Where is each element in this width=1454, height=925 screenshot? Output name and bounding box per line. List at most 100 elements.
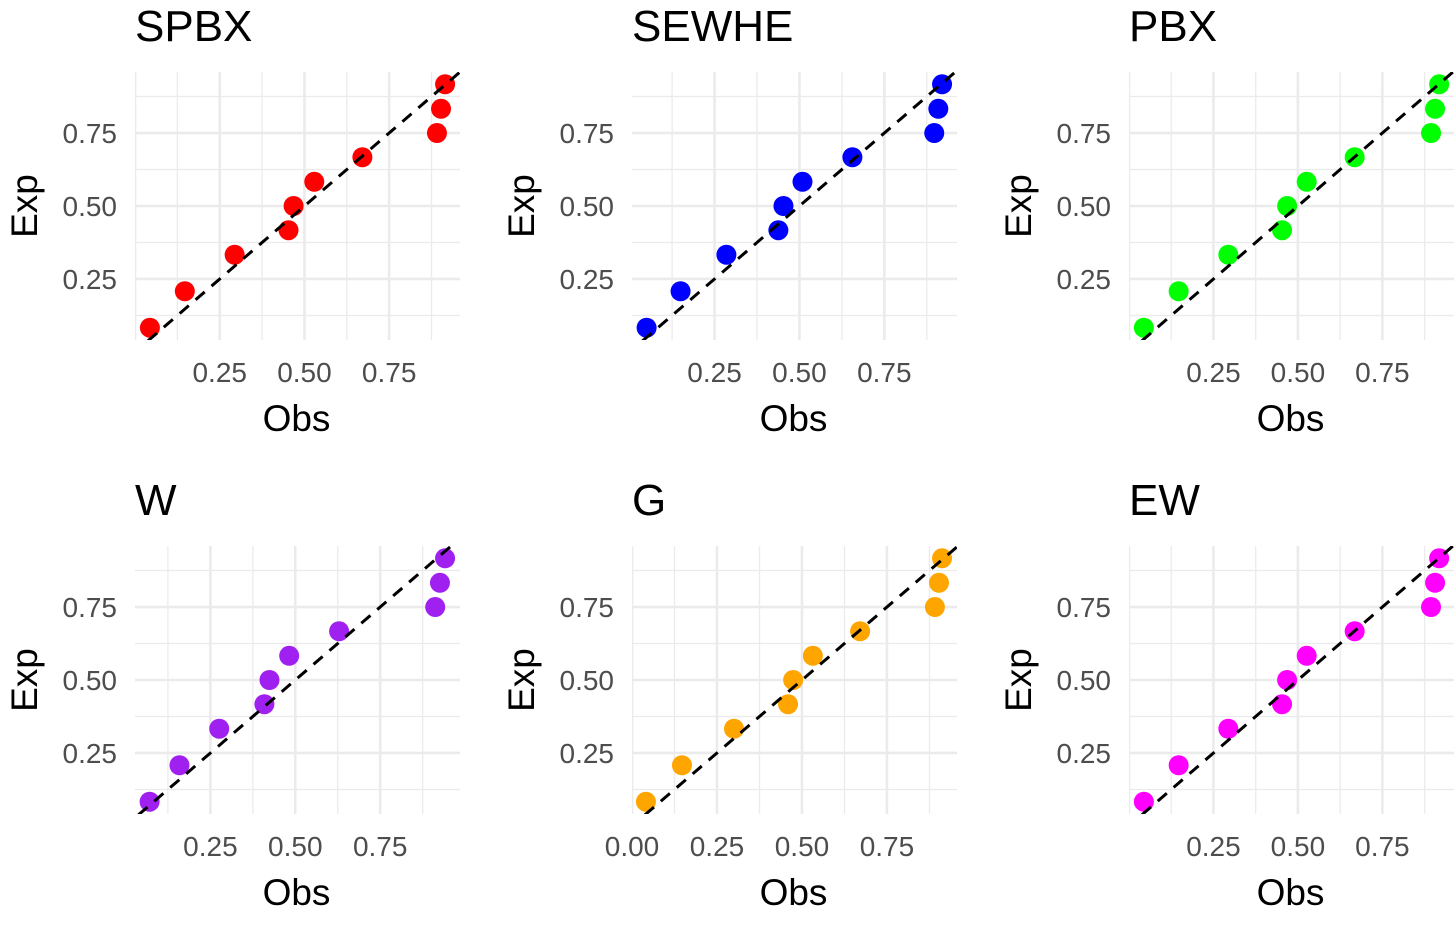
panel-title: SEWHE xyxy=(632,2,793,51)
data-point xyxy=(1425,98,1446,119)
y-tick-label: 0.75 xyxy=(560,118,615,149)
data-point xyxy=(139,317,160,338)
panel-title: W xyxy=(135,476,177,525)
data-point xyxy=(426,123,447,144)
y-axis-title: Exp xyxy=(998,648,1039,712)
x-axis-title: Obs xyxy=(1257,398,1325,439)
x-tick-label: 0.25 xyxy=(192,357,247,388)
panel-ew: 0.25 0.50 0.75 0.25 0.50 0.75 EW Obs Exp xyxy=(998,476,1454,913)
y-tick-label: 0.25 xyxy=(560,264,615,295)
x-tick-label: 0.00 xyxy=(605,831,660,862)
x-tick-label: 0.75 xyxy=(1355,831,1410,862)
data-point xyxy=(279,645,300,666)
data-point xyxy=(928,572,949,593)
reference-line xyxy=(146,72,460,340)
data-point xyxy=(429,572,450,593)
y-tick-label: 0.25 xyxy=(63,738,118,769)
reference-line xyxy=(1140,546,1454,814)
data-point xyxy=(773,196,794,216)
x-tick-label: 0.50 xyxy=(775,831,830,862)
reference-line xyxy=(1140,72,1454,340)
data-point xyxy=(1421,597,1442,618)
data-point xyxy=(1168,755,1189,776)
data-point xyxy=(425,597,446,618)
data-point xyxy=(1277,670,1298,690)
x-axis-title: Obs xyxy=(760,872,828,913)
data-point xyxy=(723,718,744,739)
data-point xyxy=(1133,791,1154,812)
x-tick-label: 0.75 xyxy=(860,831,915,862)
y-tick-label: 0.25 xyxy=(1057,264,1112,295)
data-point xyxy=(224,244,245,265)
x-axis-title: Obs xyxy=(1257,872,1325,913)
data-point xyxy=(1218,244,1239,265)
data-point xyxy=(435,548,456,569)
points xyxy=(139,548,456,812)
panel-w: 0.25 0.50 0.75 0.25 0.50 0.75 W Obs Exp xyxy=(4,476,460,913)
y-axis-title: Exp xyxy=(4,648,45,712)
y-tick-label: 0.75 xyxy=(1057,118,1112,149)
data-point xyxy=(792,171,813,192)
x-tick-label: 0.75 xyxy=(362,357,417,388)
data-point xyxy=(1133,317,1154,338)
y-axis-title: Exp xyxy=(501,648,542,712)
grid xyxy=(135,546,460,814)
panel-spbx: 0.25 0.50 0.75 0.25 0.50 0.75 SPBX Obs Exp xyxy=(4,2,460,439)
y-tick-label: 0.50 xyxy=(560,191,615,222)
grid xyxy=(135,72,460,340)
x-axis-title: Obs xyxy=(760,398,828,439)
grid xyxy=(632,72,957,340)
data-point xyxy=(1277,196,1298,216)
y-tick-label: 0.50 xyxy=(560,665,615,696)
y-axis-title: Exp xyxy=(4,174,45,238)
panel-g: 0.00 0.25 0.50 0.75 0.25 0.50 0.75 G Obs Exp xyxy=(501,476,957,913)
data-point xyxy=(1296,645,1317,666)
x-tick-label: 0.25 xyxy=(1186,831,1241,862)
y-tick-label: 0.50 xyxy=(63,665,118,696)
y-axis-title: Exp xyxy=(998,174,1039,238)
y-tick-label: 0.75 xyxy=(1057,592,1112,623)
panel-sewhe: 0.25 0.50 0.75 0.25 0.50 0.75 SEWHE Obs Exp xyxy=(501,2,957,439)
y-tick-label: 0.50 xyxy=(1057,191,1112,222)
data-point xyxy=(1272,694,1293,715)
reference-line xyxy=(643,546,957,814)
x-tick-label: 0.25 xyxy=(1186,357,1241,388)
data-point xyxy=(1296,171,1317,192)
x-tick-label: 0.75 xyxy=(857,357,912,388)
y-tick-label: 0.50 xyxy=(1057,665,1112,696)
data-point xyxy=(635,791,656,812)
data-point xyxy=(278,220,299,241)
panel-title: EW xyxy=(1129,476,1200,525)
data-point xyxy=(924,123,945,144)
data-point xyxy=(768,220,789,241)
data-point xyxy=(139,791,160,812)
data-point xyxy=(636,317,657,338)
y-tick-label: 0.75 xyxy=(560,592,615,623)
data-point xyxy=(928,98,949,119)
data-point xyxy=(1272,220,1293,241)
panel-pbx: 0.25 0.50 0.75 0.25 0.50 0.75 PBX Obs Exp xyxy=(998,2,1454,439)
data-point xyxy=(924,597,945,618)
data-point xyxy=(254,694,275,715)
data-point xyxy=(209,718,230,739)
data-point xyxy=(431,98,452,119)
y-tick-label: 0.50 xyxy=(63,191,118,222)
data-point xyxy=(802,645,823,666)
grid xyxy=(1129,72,1454,340)
data-point xyxy=(329,621,350,642)
data-point xyxy=(671,755,692,776)
data-point xyxy=(670,281,691,302)
panel-title: SPBX xyxy=(135,2,252,51)
y-tick-label: 0.25 xyxy=(560,738,615,769)
data-point xyxy=(304,171,325,192)
x-tick-label: 0.50 xyxy=(1271,831,1326,862)
x-tick-label: 0.50 xyxy=(277,357,332,388)
data-point xyxy=(842,147,863,168)
x-axis-title: Obs xyxy=(263,398,331,439)
data-point xyxy=(1218,718,1239,739)
y-tick-label: 0.75 xyxy=(63,592,118,623)
grid xyxy=(1129,546,1454,814)
y-tick-label: 0.25 xyxy=(63,264,118,295)
reference-line xyxy=(137,546,454,814)
